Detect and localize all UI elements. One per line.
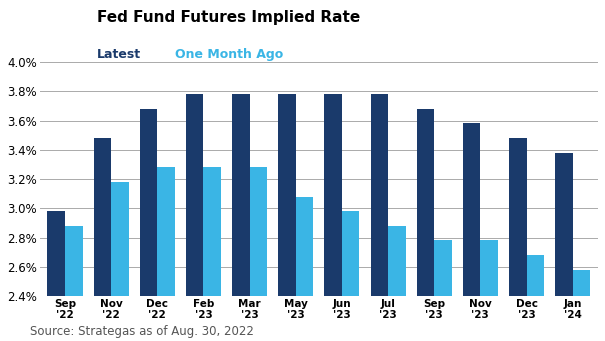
Bar (417, 109, 434, 296)
Bar (370, 94, 388, 296)
Bar (463, 123, 480, 296)
Text: Fed Fund Futures Implied Rate: Fed Fund Futures Implied Rate (97, 10, 360, 25)
Bar (509, 138, 526, 296)
Bar (111, 182, 129, 296)
Bar (65, 226, 82, 296)
Bar (250, 167, 267, 296)
Text: Latest: Latest (97, 48, 141, 61)
Bar (434, 240, 452, 296)
Bar (388, 226, 405, 296)
Bar (342, 211, 359, 296)
Bar (140, 109, 157, 296)
Bar (47, 211, 65, 296)
Bar (94, 138, 111, 296)
Bar (157, 167, 175, 296)
Bar (324, 94, 342, 296)
Bar (573, 270, 590, 296)
Bar (232, 94, 250, 296)
Bar (186, 94, 203, 296)
Text: One Month Ago: One Month Ago (175, 48, 284, 61)
Bar (203, 167, 221, 296)
Bar (278, 94, 296, 296)
Text: Source: Strategas as of Aug. 30, 2022: Source: Strategas as of Aug. 30, 2022 (30, 325, 254, 338)
Bar (296, 196, 313, 296)
Bar (526, 255, 544, 296)
Bar (555, 153, 573, 296)
Bar (480, 240, 498, 296)
